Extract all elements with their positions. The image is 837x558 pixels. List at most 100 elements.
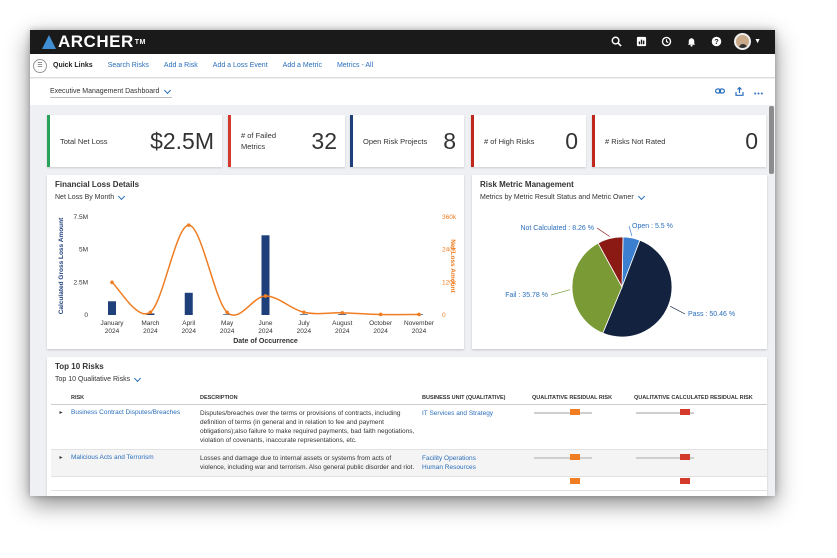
- kpi-total-net-loss[interactable]: Total Net Loss $2.5M: [47, 115, 222, 167]
- more-icon[interactable]: [754, 87, 763, 98]
- risk-metric-panel: Risk Metric Management Metrics by Metric…: [472, 175, 767, 349]
- quick-link-add-risk[interactable]: Add a Risk: [163, 62, 198, 69]
- filter-value: Metrics by Metric Result Status and Metr…: [480, 194, 634, 201]
- risk-scale-bar: [636, 457, 694, 459]
- financial-loss-panel: Financial Loss Details Net Loss By Month…: [47, 175, 464, 349]
- scrollbar[interactable]: [769, 106, 774, 174]
- logo-text: ARCHER: [58, 32, 134, 51]
- risk-marker: [680, 478, 690, 484]
- dashboard-select-value: Executive Management Dashboard: [50, 88, 160, 95]
- expand-row-icon[interactable]: ▸: [59, 410, 63, 416]
- menu-toggle-icon[interactable]: ☰: [33, 58, 47, 73]
- bar: [146, 313, 155, 315]
- chevron-down-icon: [134, 374, 142, 382]
- reports-icon[interactable]: [634, 35, 648, 49]
- pie-label-connector: [628, 225, 633, 237]
- bar: [223, 314, 232, 315]
- risk-description: Losses and damage due to internal assets…: [200, 455, 415, 471]
- bar: [184, 292, 193, 315]
- table-row[interactable]: [51, 477, 767, 491]
- avatar[interactable]: [734, 33, 752, 50]
- top-risks-filter-select[interactable]: Top 10 Qualitative Risks: [55, 374, 142, 383]
- calculated-residual-risk-indicator: [634, 478, 764, 486]
- share-icon[interactable]: [735, 86, 744, 98]
- top-icons: ? ▼: [609, 33, 761, 50]
- y2-tick-label: 240k: [442, 247, 457, 254]
- search-icon[interactable]: [609, 35, 623, 49]
- expand-row-icon[interactable]: ▸: [59, 455, 63, 461]
- pie-label: Not Calculated : 8.26 %: [520, 225, 594, 232]
- pie-label: Fail : 35.78 %: [505, 292, 548, 299]
- pie-slice: [571, 242, 623, 334]
- kpi-open-risk-projects[interactable]: Open Risk Projects 8: [350, 115, 464, 167]
- table-row[interactable]: ▸ Malicious Acts and Terrorism Losses an…: [51, 450, 767, 477]
- column-header-business-unit[interactable]: BUSINESS UNIT (QUALITATIVE): [422, 394, 506, 401]
- risk-link[interactable]: Business Contract Disputes/Breaches: [71, 409, 181, 416]
- quick-link-add-metric[interactable]: Add a Metric: [282, 62, 322, 69]
- archer-logo[interactable]: ARCHER TM: [42, 32, 146, 52]
- column-header-description[interactable]: DESCRIPTION: [200, 394, 238, 401]
- bell-icon[interactable]: [684, 35, 698, 49]
- quick-link-add-loss-event[interactable]: Add a Loss Event: [212, 62, 268, 69]
- x-tick-label: January 2024: [100, 320, 124, 335]
- panel-title: Top 10 Risks: [55, 362, 104, 371]
- x-axis-label: Date of Occurrence: [233, 338, 298, 345]
- link-icon[interactable]: [715, 87, 726, 98]
- pie-slice: [597, 236, 624, 289]
- history-icon[interactable]: [659, 35, 673, 49]
- x-tick-label: October 2024: [369, 320, 393, 335]
- risk-metric-filter-select[interactable]: Metrics by Metric Result Status and Metr…: [480, 192, 645, 201]
- top-risks-table: RISK DESCRIPTION BUSINESS UNIT (QUALITAT…: [51, 392, 767, 491]
- x-tick-label: August 2024: [332, 320, 352, 335]
- risk-link[interactable]: Malicious Acts and Terrorism: [71, 454, 154, 461]
- bar: [261, 235, 270, 315]
- kpi-label: # Risks Not Rated: [605, 136, 666, 146]
- pie-label: Pass : 50.46 %: [688, 311, 735, 318]
- kpi-high-risks[interactable]: # of High Risks 0: [471, 115, 586, 167]
- quick-link-metrics-all[interactable]: Metrics - All: [336, 62, 374, 69]
- business-unit-list: IT Services and Strategy: [422, 409, 532, 445]
- net-loss-line: [111, 224, 420, 316]
- kpi-label: # of Failed Metrics: [241, 131, 277, 151]
- kpi-failed-metrics[interactable]: # of Failed Metrics 32: [228, 115, 345, 167]
- line-point: [417, 312, 421, 317]
- risk-scale-bar: [636, 412, 694, 414]
- help-icon[interactable]: ?: [709, 35, 723, 49]
- quick-links-title: Quick Links: [53, 62, 93, 69]
- column-header-residual-risk[interactable]: QUALITATIVE RESIDUAL RISK: [532, 395, 613, 401]
- kpi-value: $2.5M: [150, 127, 214, 154]
- business-unit-link[interactable]: Facility Operations: [422, 455, 476, 462]
- svg-text:?: ?: [714, 37, 719, 46]
- chevron-down-icon[interactable]: ▼: [754, 38, 761, 45]
- kpi-value: 32: [311, 127, 337, 154]
- residual-risk-indicator: [532, 478, 634, 486]
- top-bar: ARCHER TM ? ▼: [30, 30, 775, 54]
- business-unit-link[interactable]: IT Services and Strategy: [422, 410, 494, 417]
- column-header-risk[interactable]: RISK: [71, 395, 85, 401]
- risk-description: Disputes/breaches over the terms or prov…: [200, 410, 415, 444]
- quick-link-search-risks[interactable]: Search Risks: [107, 62, 149, 69]
- y2-tick-label: 120k: [442, 279, 457, 286]
- calculated-residual-risk-indicator: [634, 409, 764, 445]
- kpi-risks-not-rated[interactable]: # Risks Not Rated 0: [592, 115, 766, 167]
- chevron-down-icon: [164, 86, 172, 94]
- financial-filter-select[interactable]: Net Loss By Month: [55, 192, 126, 201]
- dashboard-bar: Executive Management Dashboard: [30, 79, 775, 105]
- risk-marker: [570, 454, 580, 460]
- dashboard-actions: [715, 86, 763, 98]
- panel-title: Financial Loss Details: [55, 180, 140, 189]
- x-tick-label: June 2024: [258, 320, 273, 335]
- line-point: [302, 310, 306, 315]
- business-unit-link[interactable]: Human Resources: [422, 464, 476, 471]
- pie-label: Open : 5.5 %: [632, 223, 673, 230]
- x-tick-label: November 2024: [404, 320, 435, 335]
- y-tick-label: 5M: [79, 247, 88, 254]
- dashboard-select[interactable]: Executive Management Dashboard: [50, 86, 173, 98]
- risk-marker: [680, 409, 690, 415]
- y-tick-label: 7.5M: [74, 214, 88, 221]
- bar: [108, 301, 116, 315]
- column-header-calculated-residual-risk[interactable]: QUALITATIVE CALCULATED RESIDUAL RISK: [634, 395, 753, 401]
- panel-title: Risk Metric Management: [480, 180, 574, 189]
- table-row[interactable]: ▸ Business Contract Disputes/Breaches Di…: [51, 405, 767, 450]
- calculated-residual-risk-indicator: [634, 454, 764, 472]
